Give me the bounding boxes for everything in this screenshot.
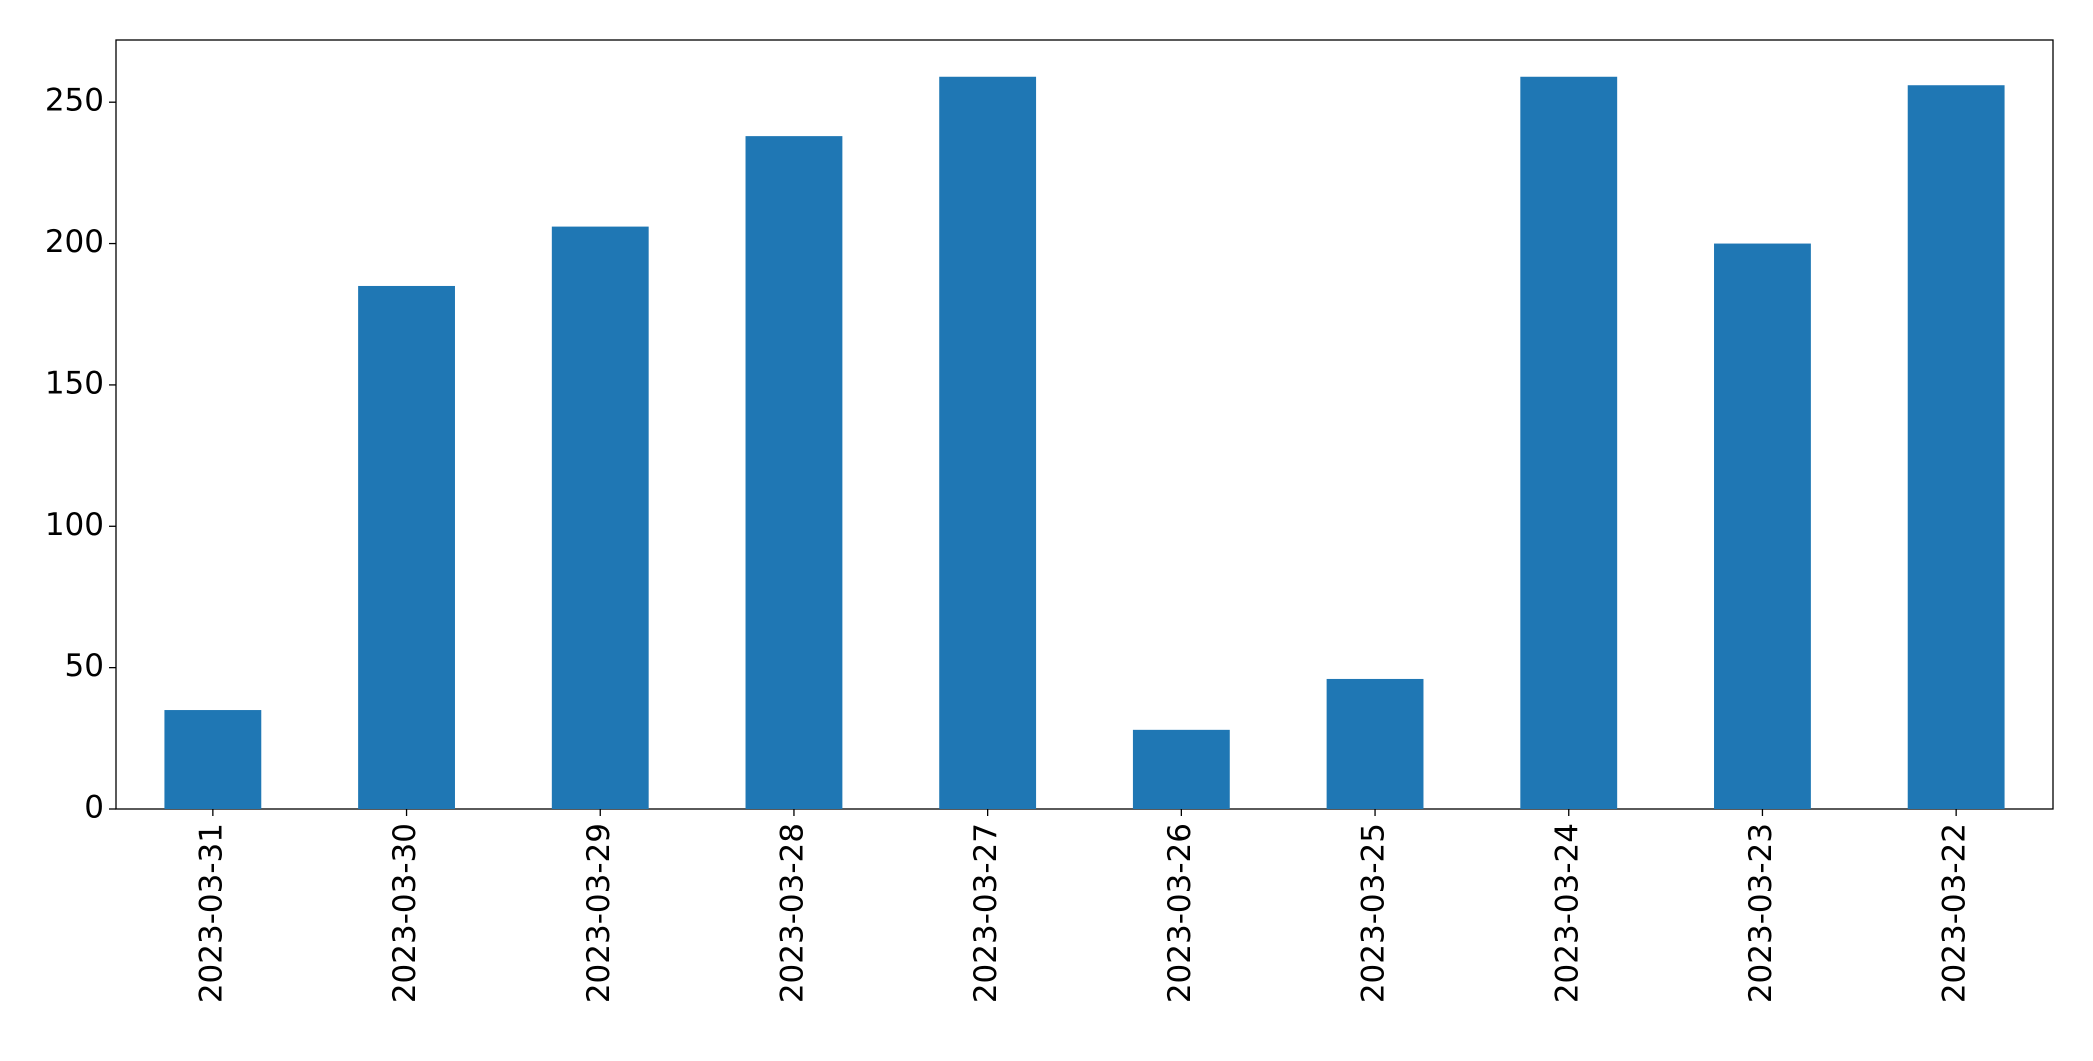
x-tick-label: 2023-03-29	[581, 823, 617, 1003]
y-tick-label: 150	[45, 365, 104, 401]
y-tick-label: 200	[45, 224, 104, 260]
x-tick-label: 2023-03-27	[968, 823, 1004, 1003]
x-tick-label: 2023-03-26	[1162, 823, 1198, 1003]
x-tick-label: 2023-03-22	[1937, 823, 1973, 1003]
x-tick-label: 2023-03-28	[774, 823, 810, 1003]
bar	[1907, 85, 2005, 809]
bar	[745, 136, 843, 809]
bar	[1326, 678, 1424, 809]
y-tick-label: 100	[45, 507, 104, 543]
x-tick-label: 2023-03-30	[387, 823, 423, 1003]
bar	[1132, 729, 1230, 809]
x-tick-label: 2023-03-31	[193, 823, 229, 1003]
x-tick-label: 2023-03-23	[1743, 823, 1779, 1003]
bar	[1714, 243, 1811, 809]
bar	[358, 285, 455, 809]
y-tick-label: 250	[45, 83, 104, 119]
x-tick-label: 2023-03-24	[1549, 823, 1585, 1003]
plot-frame	[115, 39, 2054, 810]
bar	[164, 710, 262, 809]
y-tick-label: 0	[84, 790, 104, 826]
bar	[551, 226, 649, 809]
bar	[1520, 76, 1618, 810]
x-tick-label: 2023-03-25	[1356, 823, 1392, 1003]
bar	[939, 76, 1037, 810]
y-tick-label: 50	[65, 648, 104, 684]
